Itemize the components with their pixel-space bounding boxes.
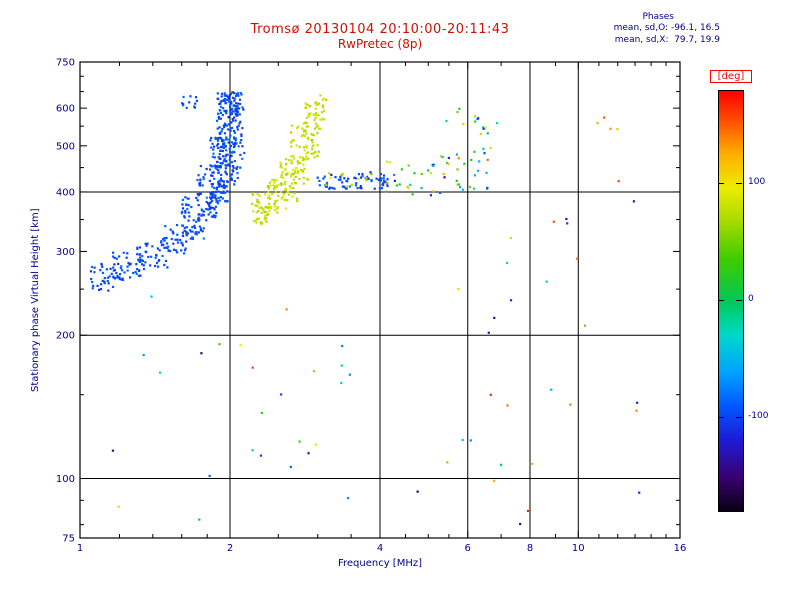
gridlines [80,62,680,538]
colorbar-tick [718,300,724,301]
svg-text:4: 4 [377,543,383,554]
colorbar-tick [718,416,724,418]
axis-ticks [79,61,681,539]
svg-text:600: 600 [56,104,75,115]
colorbar-tick [736,416,742,418]
data-points [89,91,641,526]
plot-title: Tromsø 20130104 20:10:00-20:11:43 [250,22,510,37]
svg-text:300: 300 [56,247,75,258]
svg-text:100: 100 [56,474,75,485]
svg-text:400: 400 [56,187,75,198]
svg-text:500: 500 [56,141,75,152]
phase-stats-header: Phases [642,12,674,22]
svg-text:8: 8 [527,543,533,554]
svg-text:2: 2 [227,543,233,554]
svg-text:6: 6 [465,543,471,554]
colorbar-tick [736,300,742,301]
y-axis-label: Stationary phase Virtual Height [km] [30,208,41,392]
colorbar-tick [736,183,742,185]
svg-text:16: 16 [674,543,687,554]
phase-stats-o-mode: mean, sd,O: -96.1, 16.5 [613,23,720,34]
svg-text:200: 200 [56,331,75,342]
colorbar-tick [718,183,724,185]
phase-stats-x-mode: mean, sd,X: 79.7, 19.9 [614,34,720,45]
svg-text:750: 750 [56,58,75,69]
tick-labels: 1 2 4 6 8 10 16 75 100 200 300 400 500 600 750 [56,58,686,555]
colorbar [718,90,744,512]
svg-text:10: 10 [572,543,585,554]
colorbar-tick-label: 100 [748,177,766,188]
svg-text:75: 75 [62,534,75,545]
plot-frame [79,61,681,539]
phase-stats: Phases mean, sd,O: -96.1, 16.5 mean, sd,… [550,12,720,46]
plot-subtitle: RwPretec (8p) [337,37,423,51]
colorbar-tick-label: -100 [748,410,769,421]
x-axis-label: Frequency [MHz] [337,558,423,569]
colorbar-tick-label: 0 [748,294,754,304]
svg-text:1: 1 [77,543,83,554]
colorbar-unit-label: [deg] [710,70,752,83]
